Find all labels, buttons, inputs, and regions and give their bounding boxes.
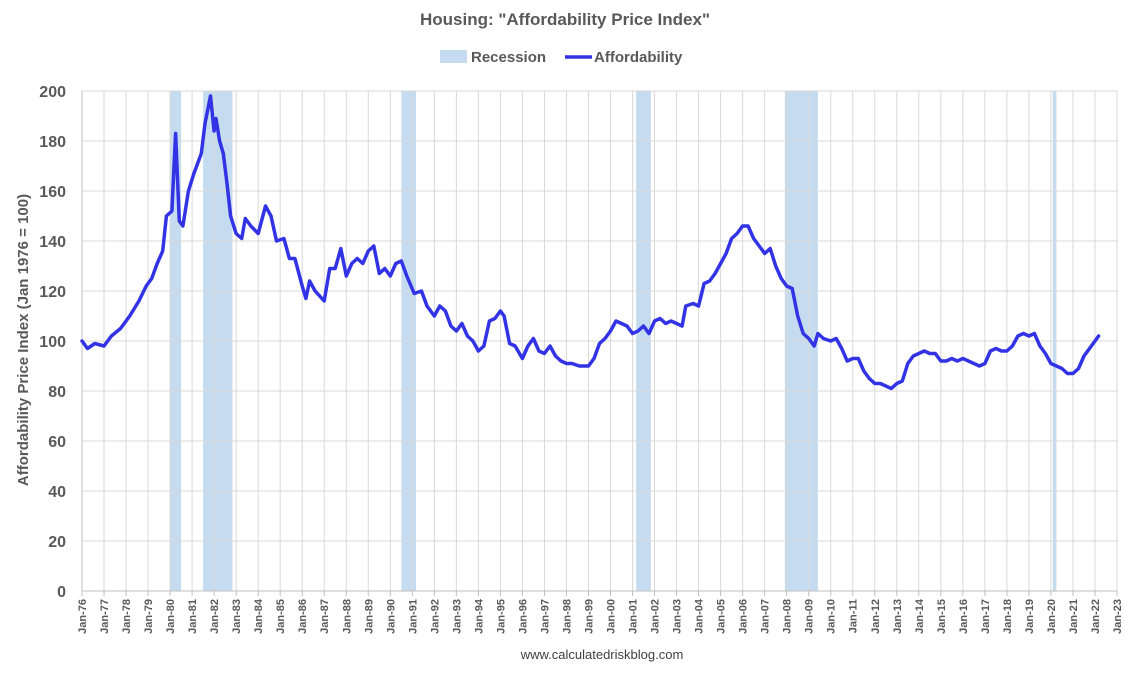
x-tick-label: Jan-76 — [77, 599, 89, 634]
legend-recession-label: Recession — [471, 49, 546, 66]
x-tick-label: Jan-88 — [341, 599, 353, 634]
x-tick-label: Jan-90 — [385, 599, 397, 634]
x-tick-label: Jan-21 — [1068, 599, 1080, 634]
x-tick-label: Jan-02 — [650, 599, 662, 634]
x-tick-label: Jan-11 — [848, 599, 860, 633]
x-tick-label: Jan-97 — [539, 599, 551, 634]
x-tick-label: Jan-19 — [1024, 599, 1036, 634]
x-tick-label: Jan-04 — [694, 598, 706, 634]
x-tick-label: Jan-87 — [319, 599, 331, 634]
source-credit: www.calculatedriskblog.com — [520, 647, 684, 662]
legend: Recession Affordability — [440, 49, 683, 66]
series-line-affordability — [80, 94, 1101, 391]
x-tick-label: Jan-98 — [561, 599, 573, 634]
x-tick-label: Jan-05 — [716, 599, 728, 634]
x-tick-label: Jan-93 — [451, 599, 463, 634]
x-tick-label: Jan-09 — [804, 599, 816, 634]
x-tick-label: Jan-77 — [99, 599, 111, 634]
x-tick-labels: Jan-76 Jan-77 Jan-78 Jan-79 Jan-80 Jan-81 Jan-… — [77, 598, 1124, 634]
x-tick-label: Jan-92 — [429, 599, 441, 634]
x-tick-label: Jan-23 — [1112, 599, 1124, 634]
y-tick-label: 180 — [39, 134, 66, 151]
x-tick-label: Jan-79 — [143, 599, 155, 634]
x-tick-label: Jan-00 — [606, 599, 618, 634]
y-tick-label: 40 — [48, 484, 66, 501]
x-tick-label: Jan-13 — [892, 599, 904, 634]
x-tick-label: Jan-20 — [1046, 599, 1058, 634]
x-tick-label: Jan-03 — [672, 599, 684, 634]
y-tick-label: 80 — [48, 384, 66, 401]
x-tick-label: Jan-14 — [914, 598, 926, 634]
y-tick-label: 20 — [48, 534, 66, 551]
y-tick-label: 0 — [57, 584, 66, 601]
x-tick-label: Jan-96 — [517, 599, 529, 634]
x-tick-label: Jan-17 — [980, 599, 992, 634]
y-tick-label: 120 — [39, 284, 66, 301]
y-tick-label: 100 — [39, 334, 66, 351]
x-tick-label: Jan-91 — [407, 599, 419, 634]
x-tick-label: Jan-95 — [495, 599, 507, 634]
x-tick-label: Jan-15 — [936, 599, 948, 634]
chart-title: Housing: "Affordability Price Index" — [420, 10, 710, 29]
x-tick-label: Jan-81 — [187, 599, 199, 634]
x-tick-label: Jan-12 — [870, 599, 882, 634]
x-tick-label: Jan-83 — [231, 599, 243, 634]
series — [80, 94, 1101, 391]
x-tick-label: Jan-84 — [253, 598, 265, 634]
y-tick-label: 140 — [39, 234, 66, 251]
x-tick-label: Jan-06 — [738, 599, 750, 634]
x-tick-label: Jan-08 — [782, 599, 794, 634]
y-tick-label: 60 — [48, 434, 66, 451]
x-tick-label: Jan-85 — [275, 599, 287, 634]
x-tick-label: Jan-80 — [165, 599, 177, 634]
legend-recession-swatch — [440, 50, 467, 63]
y-tick-label: 160 — [39, 184, 66, 201]
x-tick-label: Jan-18 — [1002, 599, 1014, 634]
x-tick-label: Jan-86 — [297, 599, 309, 634]
x-tick-label: Jan-89 — [363, 599, 375, 634]
x-tick-label: Jan-22 — [1090, 599, 1102, 634]
y-axis-label: Affordability Price Index (Jan 1976 = 10… — [15, 194, 32, 486]
y-tick-label: 200 — [39, 84, 66, 101]
x-tick-label: Jan-16 — [958, 599, 970, 634]
legend-affordability-label: Affordability — [594, 49, 683, 66]
x-tick-label: Jan-01 — [628, 599, 640, 634]
gridlines — [81, 90, 1118, 596]
x-tick-label: Jan-78 — [121, 599, 133, 634]
y-tick-labels: 0 20 40 60 80 100 120 140 160 180 200 — [39, 84, 66, 601]
x-tick-label: Jan-10 — [826, 599, 838, 634]
x-tick-label: Jan-82 — [209, 599, 221, 634]
x-tick-label: Jan-94 — [473, 598, 485, 634]
x-tick-label: Jan-07 — [760, 599, 772, 634]
x-tick-label: Jan-99 — [583, 599, 595, 634]
